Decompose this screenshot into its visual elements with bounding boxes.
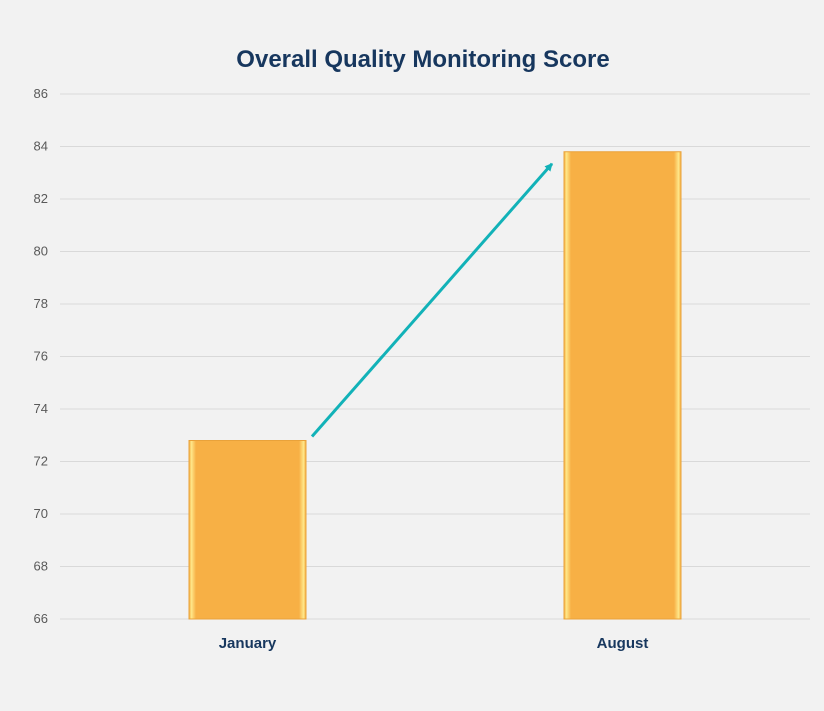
bar-january <box>188 440 307 620</box>
chart-title: Overall Quality Monitoring Score <box>236 46 610 73</box>
y-tick-label: 74 <box>34 401 48 416</box>
x-category-label: January <box>219 635 277 652</box>
y-tick-label: 66 <box>34 611 48 626</box>
y-tick-label: 82 <box>34 191 48 206</box>
x-category-label: August <box>597 635 649 652</box>
y-tick-label: 70 <box>34 506 48 521</box>
bar-august <box>563 151 682 620</box>
y-tick-label: 78 <box>34 296 48 311</box>
y-tick-label: 68 <box>34 559 48 574</box>
y-tick-label: 72 <box>34 454 48 469</box>
y-tick-label: 80 <box>34 244 48 259</box>
y-tick-label: 84 <box>34 139 48 154</box>
y-tick-label: 76 <box>34 349 48 364</box>
y-tick-label: 86 <box>34 86 48 101</box>
trend-arrow <box>310 162 554 438</box>
